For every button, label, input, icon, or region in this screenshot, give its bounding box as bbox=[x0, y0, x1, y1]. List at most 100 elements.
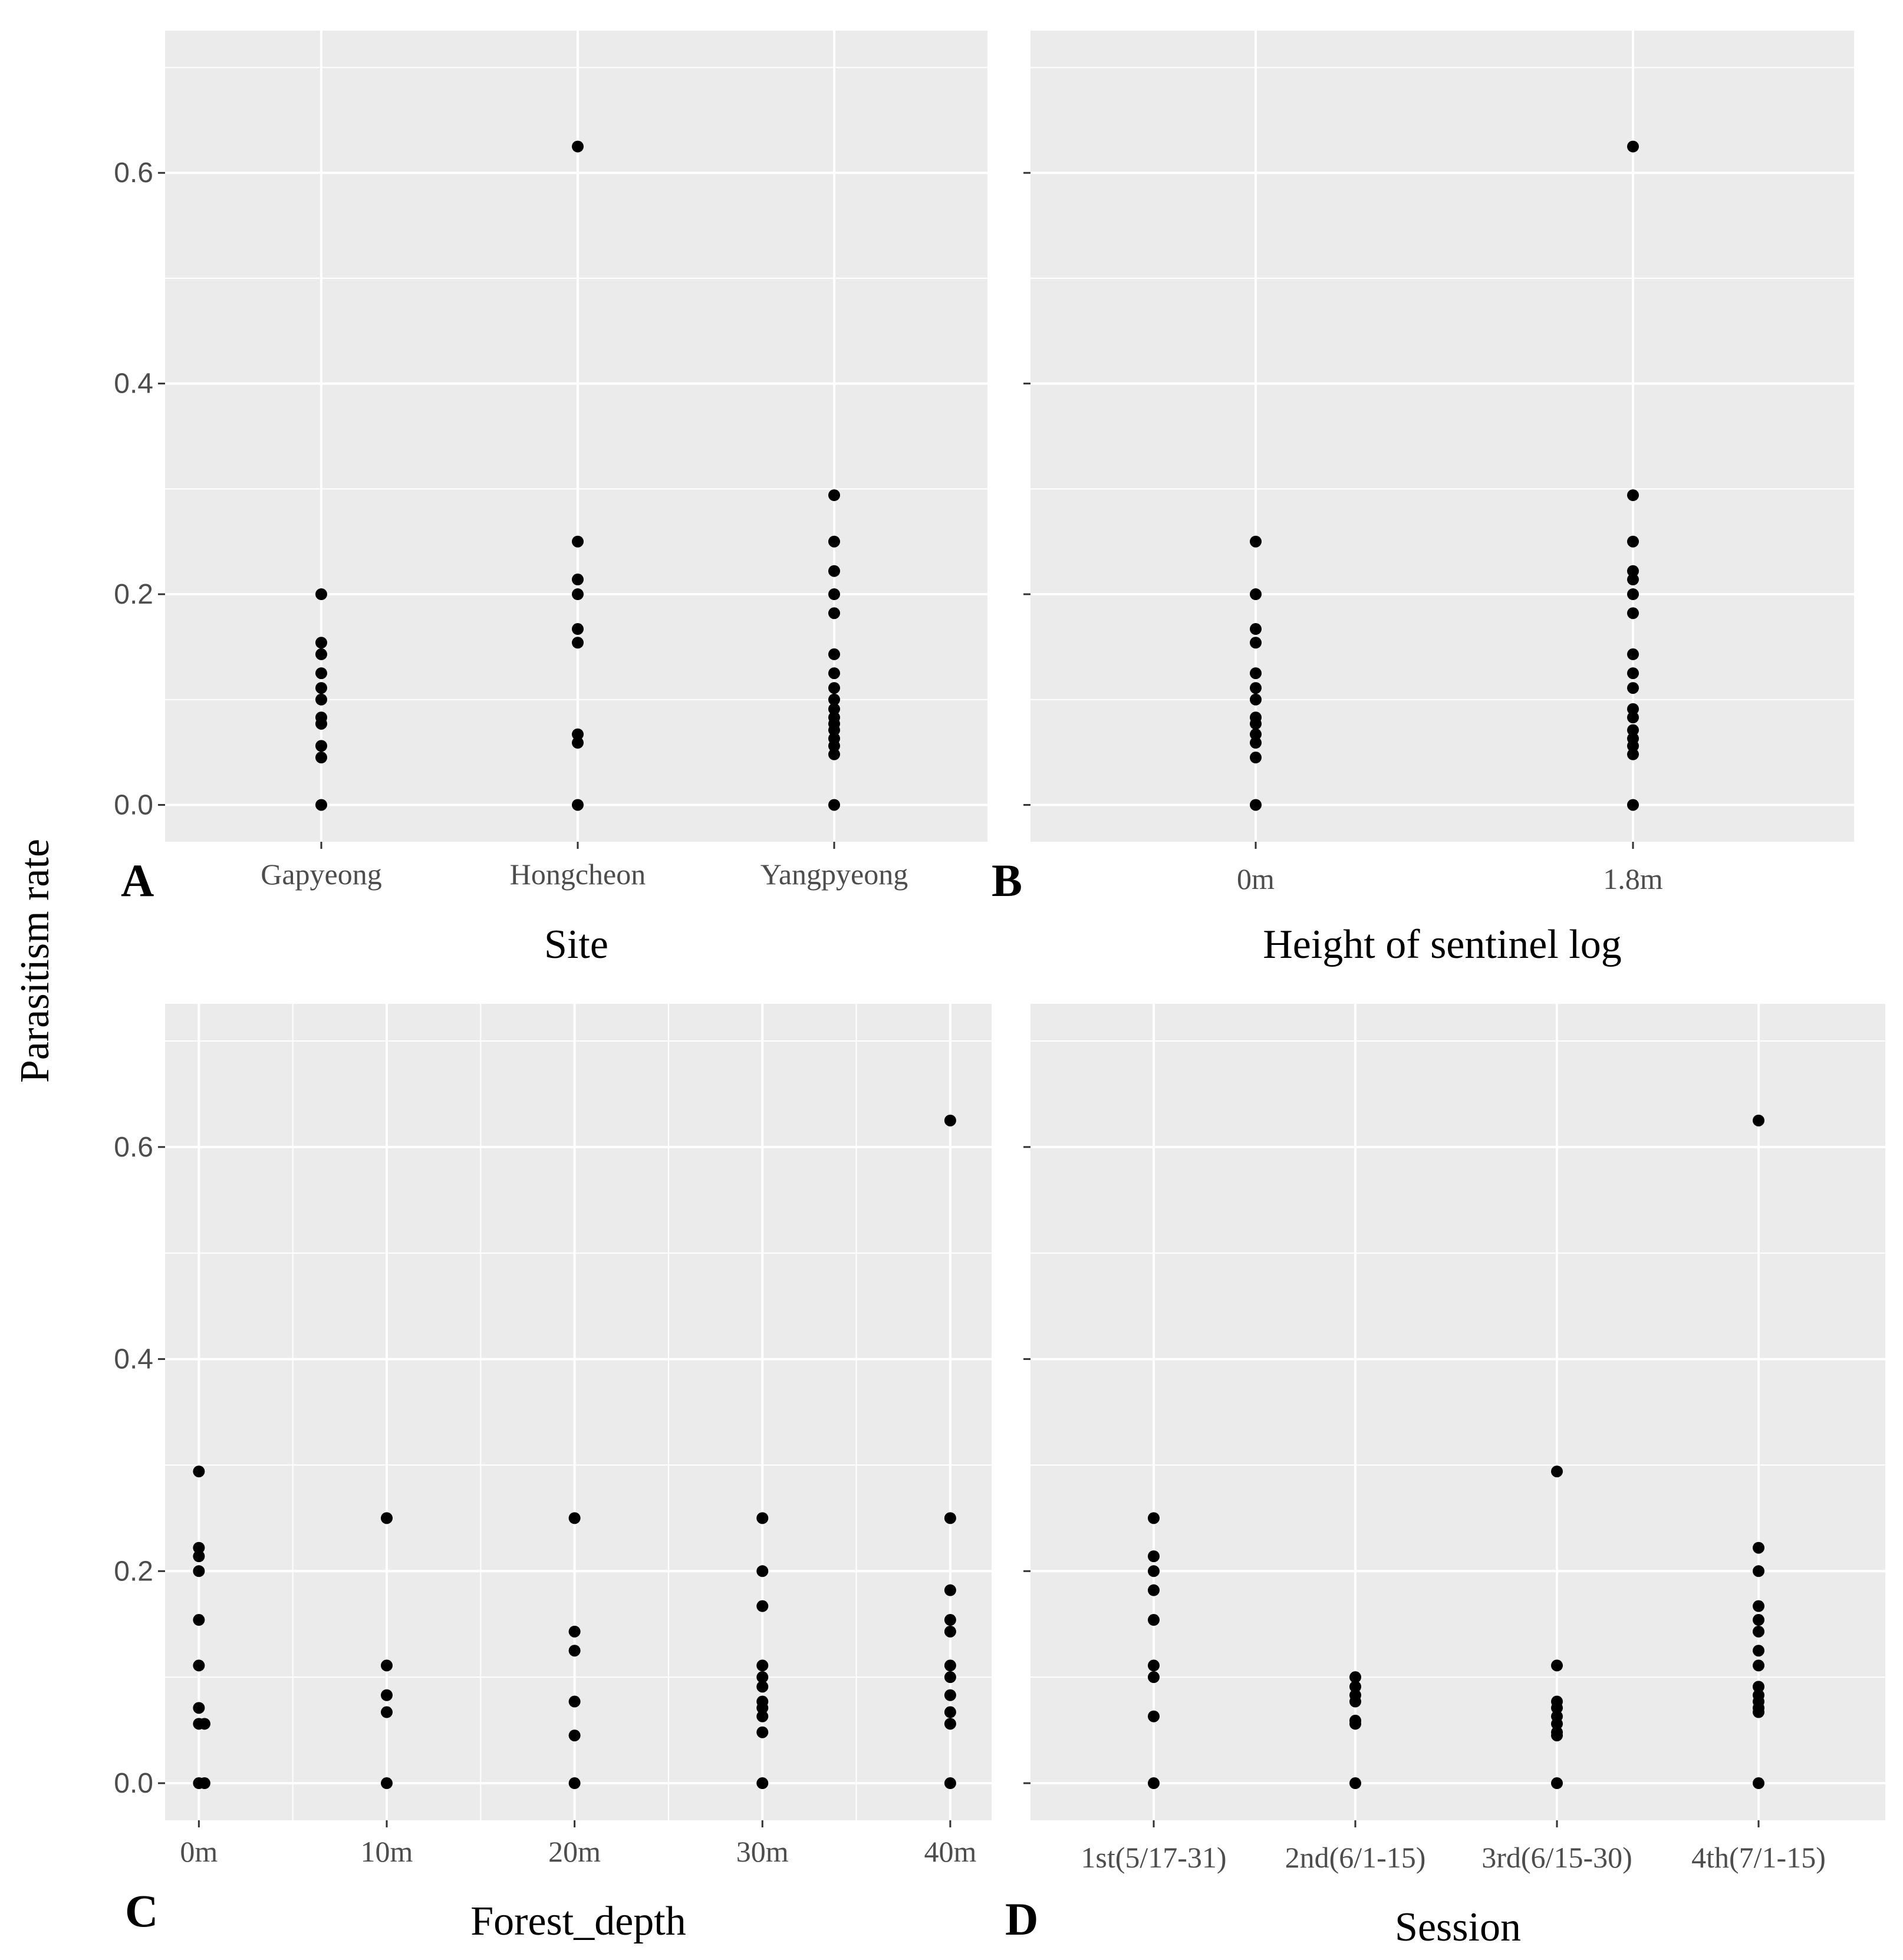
data-point bbox=[1753, 1600, 1764, 1612]
data-point bbox=[944, 1614, 956, 1626]
x-tick-label: 1.8m bbox=[1603, 862, 1663, 895]
data-point bbox=[1551, 1777, 1563, 1790]
data-point bbox=[1148, 1550, 1160, 1563]
data-point bbox=[315, 740, 327, 752]
data-point bbox=[380, 1689, 393, 1701]
data-point bbox=[944, 1689, 956, 1701]
data-point bbox=[828, 682, 840, 694]
data-point bbox=[1551, 1465, 1563, 1478]
data-point bbox=[1753, 1777, 1764, 1790]
panel-d: 1st(5/17-31) 2nd(6/1-15) 3rd(6/15-30) 4th(7… bbox=[1005, 1004, 1885, 1950]
x-tick-label: 40m bbox=[924, 1835, 976, 1868]
data-point bbox=[572, 574, 584, 586]
y-tick-label: 0.6 bbox=[114, 1132, 153, 1163]
data-point bbox=[572, 588, 584, 601]
data-point bbox=[1148, 1777, 1160, 1790]
data-point bbox=[1250, 693, 1262, 706]
data-point bbox=[1753, 1565, 1764, 1577]
data-point bbox=[193, 1465, 205, 1478]
data-point bbox=[756, 1777, 769, 1790]
panel-a: 0.0 0.2 0.4 0.6 Gapyeong Hongcheon Yangpyeong S… bbox=[114, 31, 987, 967]
data-point bbox=[572, 140, 584, 153]
data-point bbox=[828, 535, 840, 548]
data-point bbox=[1753, 1541, 1764, 1554]
y-tick-label: 0.2 bbox=[114, 1556, 153, 1587]
panel-background bbox=[1030, 1004, 1885, 1820]
data-point bbox=[315, 588, 327, 601]
data-point bbox=[198, 1718, 210, 1730]
data-point bbox=[828, 799, 840, 811]
data-point bbox=[828, 565, 840, 577]
data-point bbox=[1148, 1614, 1160, 1626]
data-point bbox=[828, 740, 840, 752]
data-point bbox=[572, 535, 584, 548]
data-point bbox=[315, 717, 327, 730]
panel-letter: C bbox=[125, 1885, 158, 1936]
data-point bbox=[1349, 1777, 1361, 1790]
x-tick-label: 2nd(6/1-15) bbox=[1285, 1841, 1426, 1874]
data-point bbox=[1753, 1659, 1764, 1672]
data-point bbox=[756, 1671, 769, 1684]
y-tick-label: 0.4 bbox=[114, 1344, 153, 1375]
data-point bbox=[828, 588, 840, 601]
data-point bbox=[193, 1614, 205, 1626]
data-point bbox=[828, 667, 840, 680]
data-point bbox=[1349, 1718, 1361, 1730]
data-point bbox=[944, 1718, 956, 1730]
panel-letter: A bbox=[121, 855, 154, 906]
x-tick-label: 4th(7/1-15) bbox=[1691, 1841, 1826, 1874]
x-axis-title: Site bbox=[544, 922, 608, 967]
data-point bbox=[568, 1625, 581, 1638]
panel-b: 0m 1.8m Height of sentinel log B bbox=[992, 31, 1854, 967]
x-tick-label: 0m bbox=[180, 1835, 218, 1868]
data-point bbox=[568, 1730, 581, 1742]
data-point bbox=[1627, 140, 1639, 153]
data-point bbox=[944, 1512, 956, 1524]
panel-c: 0.0 0.2 0.4 0.6 0m 10m 20m 30m 40m Forest_depth C bbox=[114, 1004, 992, 1944]
x-tick-label: 30m bbox=[736, 1835, 789, 1868]
data-point bbox=[828, 489, 840, 502]
data-point bbox=[944, 1114, 956, 1126]
data-point bbox=[1627, 667, 1639, 680]
x-tick-label: 3rd(6/15-30) bbox=[1481, 1841, 1632, 1874]
data-point bbox=[756, 1702, 769, 1714]
data-point bbox=[315, 752, 327, 764]
x-tick-label: 10m bbox=[361, 1835, 413, 1868]
data-point bbox=[193, 1659, 205, 1672]
data-point bbox=[1551, 1730, 1563, 1742]
data-point bbox=[572, 637, 584, 649]
data-point bbox=[1627, 535, 1639, 548]
data-point bbox=[193, 1565, 205, 1577]
x-tick-label: Gapyeong bbox=[261, 858, 382, 891]
data-point bbox=[1250, 535, 1262, 548]
data-point bbox=[568, 1695, 581, 1708]
data-point bbox=[572, 623, 584, 635]
data-point bbox=[315, 637, 327, 649]
data-point bbox=[1627, 748, 1639, 760]
data-point bbox=[828, 748, 840, 760]
data-point bbox=[1349, 1695, 1361, 1708]
data-point bbox=[568, 1512, 581, 1524]
x-tick-label: 0m bbox=[1237, 862, 1275, 895]
data-point bbox=[1627, 565, 1639, 577]
y-tick-label: 0.0 bbox=[114, 789, 153, 821]
data-point bbox=[944, 1659, 956, 1672]
data-point bbox=[1627, 724, 1639, 736]
data-point bbox=[1250, 637, 1262, 649]
data-point bbox=[1551, 1702, 1563, 1714]
shared-y-axis-title: Parasitism rate bbox=[12, 839, 58, 1083]
data-point bbox=[315, 667, 327, 680]
data-point bbox=[1627, 574, 1639, 586]
data-point bbox=[1148, 1565, 1160, 1577]
panel-background bbox=[1030, 31, 1854, 842]
data-point bbox=[1250, 667, 1262, 680]
data-point bbox=[1753, 1681, 1764, 1693]
data-point bbox=[193, 1541, 205, 1554]
data-point bbox=[1753, 1645, 1764, 1657]
data-point bbox=[1551, 1659, 1563, 1672]
data-point bbox=[380, 1512, 393, 1524]
data-point bbox=[1627, 799, 1639, 811]
data-point bbox=[756, 1512, 769, 1524]
data-point bbox=[1148, 1659, 1160, 1672]
